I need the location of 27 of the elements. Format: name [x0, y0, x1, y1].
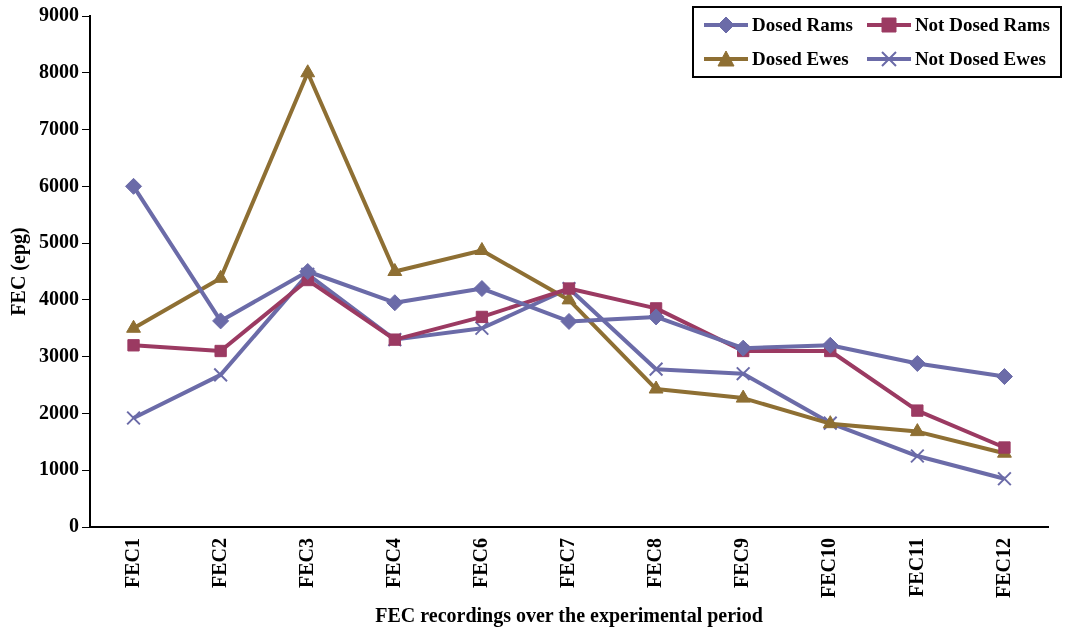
x-axis-title: FEC recordings over the experimental period	[375, 604, 763, 628]
x-tick-label: FEC7	[556, 538, 579, 588]
x-tick-label: FEC4	[381, 538, 404, 588]
x-tick-label: FEC12	[991, 538, 1014, 598]
x-tick-label: FEC1	[120, 538, 143, 588]
x-tick-label: FEC10	[817, 538, 840, 598]
y-tick-label: 3000	[39, 343, 79, 366]
x-tick-label: FEC9	[730, 538, 753, 588]
y-axis-title: FEC (epg)	[7, 227, 31, 316]
legend-label: Not Dosed Ewes	[914, 48, 1046, 70]
y-tick-label: 5000	[39, 230, 79, 253]
x-tick-label: FEC11	[904, 538, 927, 597]
y-tick-label: 1000	[39, 457, 79, 480]
x-tick-label: FEC6	[469, 538, 492, 588]
y-tick-label: 6000	[39, 173, 79, 196]
legend-label: Not Dosed Rams	[914, 14, 1050, 36]
x-tick-label: FEC2	[207, 538, 230, 588]
y-tick-label: 9000	[39, 3, 79, 26]
y-tick-label: 0	[69, 514, 79, 537]
legend-label: Dosed Ewes	[752, 48, 849, 70]
x-tick-label: FEC8	[643, 538, 666, 588]
x-tick-label: FEC3	[294, 538, 317, 588]
legend-label: Dosed Rams	[752, 14, 853, 36]
y-tick-label: 8000	[39, 59, 79, 82]
y-tick-label: 2000	[39, 400, 79, 423]
y-tick-label: 7000	[39, 116, 79, 139]
y-tick-label: 4000	[39, 287, 79, 310]
